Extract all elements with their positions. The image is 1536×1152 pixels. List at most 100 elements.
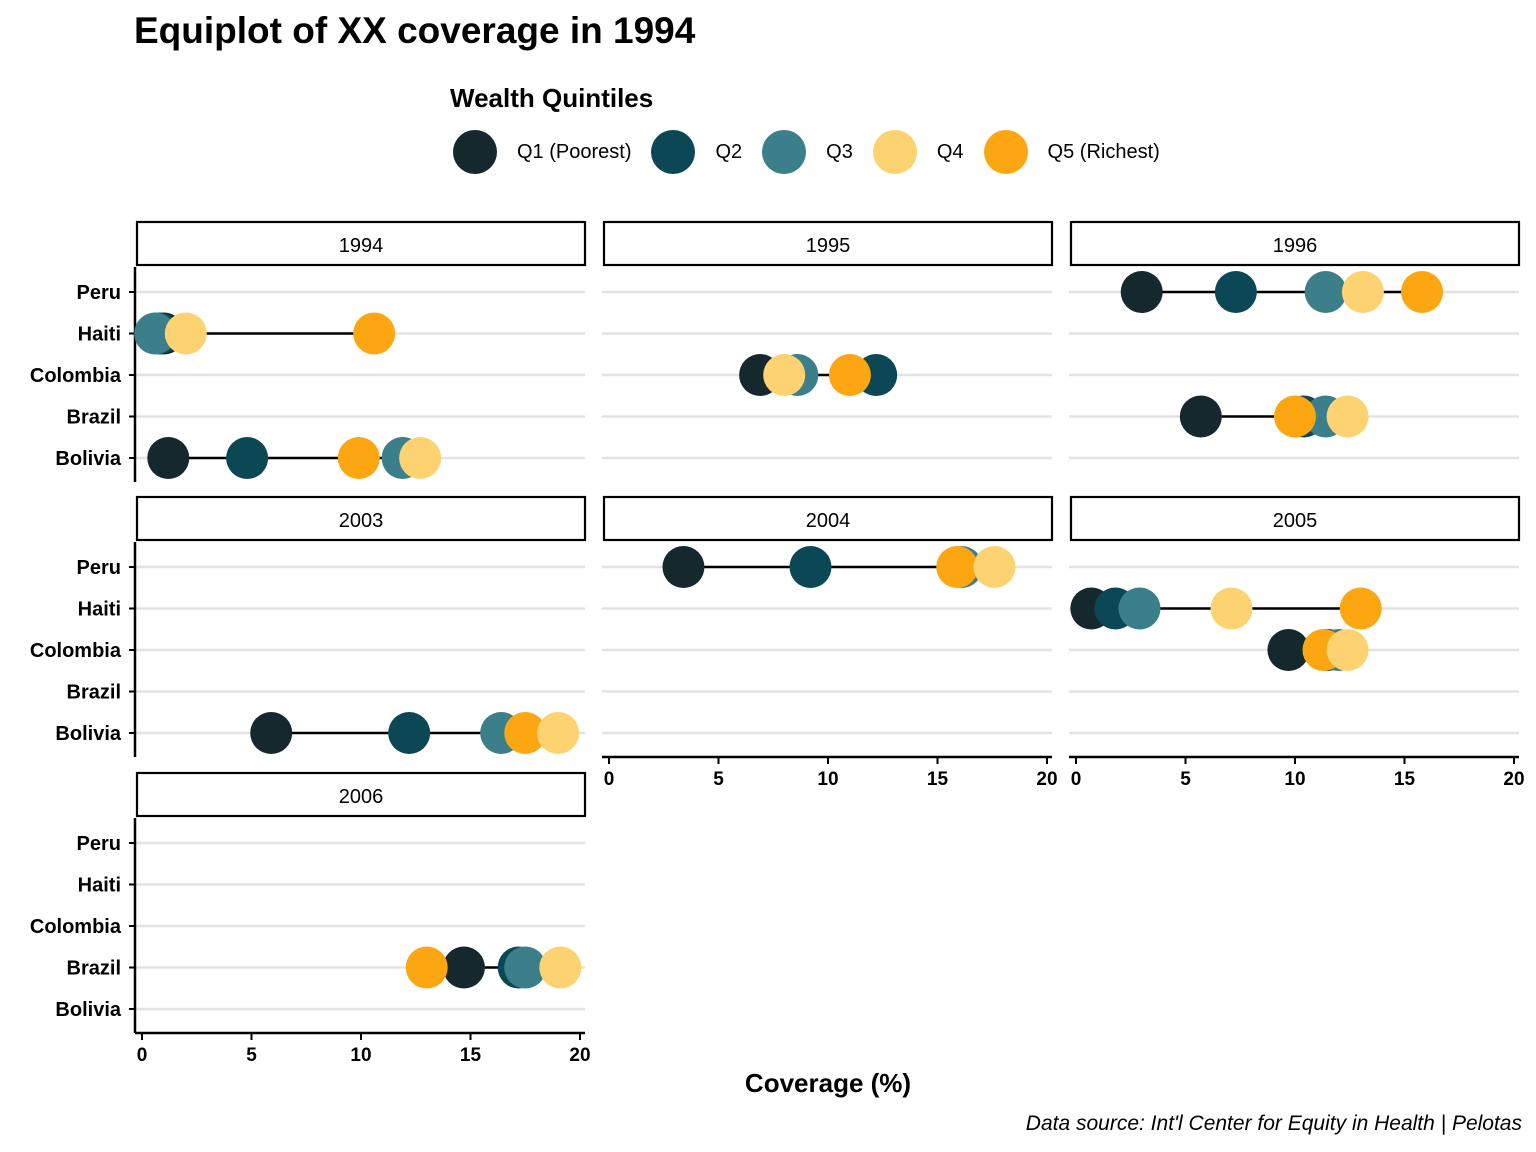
point-2005-haiti-q4 — [1210, 587, 1253, 630]
y-tick-label: Brazil — [67, 682, 121, 704]
legend-label-q4: Q4 — [936, 140, 964, 163]
point-2004-peru-q4 — [973, 546, 1016, 588]
x-tick-label: 0 — [137, 1045, 148, 1066]
y-tick-label: Haiti — [78, 599, 121, 621]
y-tick-label: Haiti — [78, 875, 121, 897]
y-tick-label: Bolivia — [55, 723, 121, 745]
point-2006-brazil-q5 — [405, 946, 448, 989]
point-1996-brazil-q1 — [1179, 395, 1222, 438]
y-tick-label: Peru — [77, 557, 121, 579]
legend-item-q2: Q2 — [651, 130, 742, 174]
facet-2004: 2004 0 5 10 15 20 — [602, 495, 1058, 790]
point-1996-peru-q1 — [1120, 271, 1163, 313]
legend-item-q1: Q1 (Poorest) — [453, 130, 631, 174]
point-2005-colombia-q1 — [1267, 629, 1310, 671]
legend-swatch-q1 — [453, 130, 497, 174]
facet-1995: 1995 — [602, 220, 1054, 460]
legend-swatch-q5 — [983, 130, 1028, 174]
facet-strip-label: 2003 — [339, 510, 384, 532]
y-tick-label: Peru — [77, 282, 121, 304]
point-2005-colombia-q4 — [1326, 629, 1369, 671]
point-2003-bolivia-q2 — [388, 712, 431, 754]
facet-strip-label: 2005 — [1273, 510, 1318, 532]
facet-1996: 1996 — [1069, 220, 1521, 460]
x-tick-label: 15 — [927, 769, 949, 790]
legend-item-q3: Q3 — [762, 130, 853, 174]
legend: Q1 (Poorest) Q2 Q3 Q4 Q5 (Richest) — [453, 128, 1180, 176]
point-1994-haiti-q5 — [353, 312, 396, 355]
point-2004-peru-q5 — [936, 546, 979, 588]
y-tick-label: Colombia — [30, 640, 122, 662]
legend-swatch-q2 — [651, 130, 696, 174]
data-source-caption: Data source: Int'l Center for Equity in … — [1025, 1112, 1522, 1135]
point-1994-haiti-q3 — [134, 312, 177, 355]
facet-strip-label: 1996 — [1273, 235, 1318, 257]
y-tick-label: Haiti — [78, 324, 121, 346]
facet-1994: 1994 Peru Haiti Colombia Brazil Bolivia — [30, 220, 587, 482]
y-tick-label: Bolivia — [55, 999, 121, 1021]
x-axis-label: Coverage (%) — [744, 1068, 912, 1098]
facet-strip-label: 1995 — [806, 235, 851, 257]
x-tick-label: 10 — [817, 769, 838, 790]
point-1996-peru-q2 — [1214, 271, 1257, 313]
point-2004-peru-q2 — [789, 546, 832, 588]
facet-2005: 2005 0 5 10 15 20 — [1069, 495, 1525, 790]
point-1994-haiti-q4 — [164, 312, 207, 355]
x-tick-label: 5 — [246, 1045, 257, 1066]
x-tick-label: 20 — [1036, 769, 1057, 790]
legend-swatch-q3 — [762, 130, 807, 174]
x-tick-label: 5 — [1180, 769, 1191, 790]
facet-2003: 2003 Peru Haiti Colombia Brazil Bolivia — [30, 495, 587, 757]
facet-strip — [602, 220, 1054, 267]
point-2006-brazil-q1 — [442, 946, 485, 989]
point-1994-bolivia-q1 — [147, 437, 190, 479]
point-2006-brazil-q4 — [539, 946, 582, 989]
x-tick-label: 10 — [350, 1045, 371, 1066]
y-tick-label: Peru — [77, 833, 121, 855]
x-tick-label: 0 — [1071, 769, 1082, 790]
facet-strip — [602, 495, 1054, 542]
y-tick-label: Bolivia — [55, 448, 121, 470]
legend-label-q1: Q1 (Poorest) — [517, 140, 632, 163]
x-tick-label: 0 — [604, 769, 615, 790]
chart-title: Equiplot of XX coverage in 1994 — [134, 10, 696, 51]
x-tick-label: 20 — [1503, 769, 1524, 790]
point-2004-peru-q1 — [662, 546, 705, 588]
point-1996-brazil-q5 — [1274, 395, 1316, 438]
point-1994-bolivia-q2 — [226, 437, 269, 479]
facet-strip-label: 2006 — [339, 786, 384, 808]
legend-title: Wealth Quintiles — [450, 83, 654, 113]
point-1995-colombia-q4 — [763, 354, 806, 396]
point-2003-bolivia-q1 — [250, 712, 293, 754]
point-1995-colombia-q5 — [828, 354, 871, 396]
point-2003-bolivia-q4 — [537, 712, 580, 754]
facet-strip — [135, 220, 587, 267]
point-1996-peru-q3 — [1304, 271, 1347, 313]
facet-strip — [1069, 495, 1521, 542]
point-2003-bolivia-q5 — [504, 712, 547, 754]
facet-strip-label: 1994 — [339, 235, 384, 257]
x-tick-label: 5 — [713, 769, 724, 790]
facet-strip — [1069, 220, 1521, 267]
x-tick-label: 15 — [1394, 769, 1416, 790]
facet-strip — [135, 495, 587, 542]
legend-label-q2: Q2 — [715, 140, 743, 163]
x-tick-label: 10 — [1284, 769, 1305, 790]
point-1996-peru-q4 — [1341, 271, 1384, 313]
point-1994-bolivia-q4 — [399, 437, 442, 479]
y-tick-label: Colombia — [30, 916, 122, 938]
legend-label-q5: Q5 (Richest) — [1047, 140, 1160, 163]
point-2005-haiti-q3 — [1118, 587, 1161, 630]
facet-strip-label: 2004 — [806, 510, 851, 532]
y-tick-label: Brazil — [67, 407, 121, 429]
point-1996-brazil-q4 — [1326, 395, 1369, 438]
legend-item-q4: Q4 — [872, 130, 964, 174]
point-2006-brazil-q3 — [504, 946, 547, 989]
y-tick-label: Colombia — [30, 365, 122, 387]
legend-label-q3: Q3 — [826, 140, 853, 163]
point-1994-bolivia-q5 — [337, 437, 380, 479]
y-tick-label: Brazil — [67, 958, 121, 980]
point-2005-haiti-q5 — [1339, 587, 1382, 630]
x-tick-label: 20 — [569, 1045, 590, 1066]
